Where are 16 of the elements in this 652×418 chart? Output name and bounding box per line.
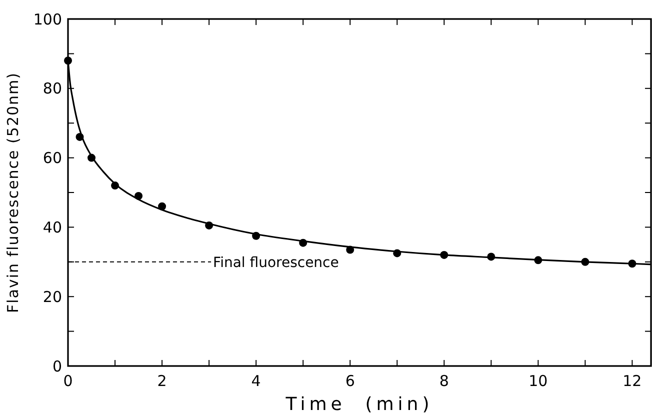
- y-axis-title: Flavin fluorescence (520nm): [4, 72, 22, 313]
- y-tick-label: 80: [42, 80, 62, 98]
- y-tick-label: 0: [52, 357, 62, 376]
- x-tick-label: 12: [622, 372, 642, 390]
- y-tick-label: 20: [42, 288, 62, 306]
- y-tick-label: 40: [42, 218, 62, 236]
- x-tick-label: 2: [157, 372, 167, 390]
- x-tick-label: 6: [345, 372, 355, 390]
- y-tick-label: 60: [42, 149, 62, 168]
- x-tick-label: 0: [63, 372, 73, 390]
- x-tick-label: 8: [439, 372, 449, 390]
- x-tick-label: 10: [528, 372, 548, 390]
- x-tick-label: 4: [251, 372, 261, 390]
- y-tick-label: 100: [33, 10, 62, 28]
- x-axis-title: Time (min): [284, 394, 434, 415]
- ref-line-label: Final fluorescence: [213, 254, 339, 271]
